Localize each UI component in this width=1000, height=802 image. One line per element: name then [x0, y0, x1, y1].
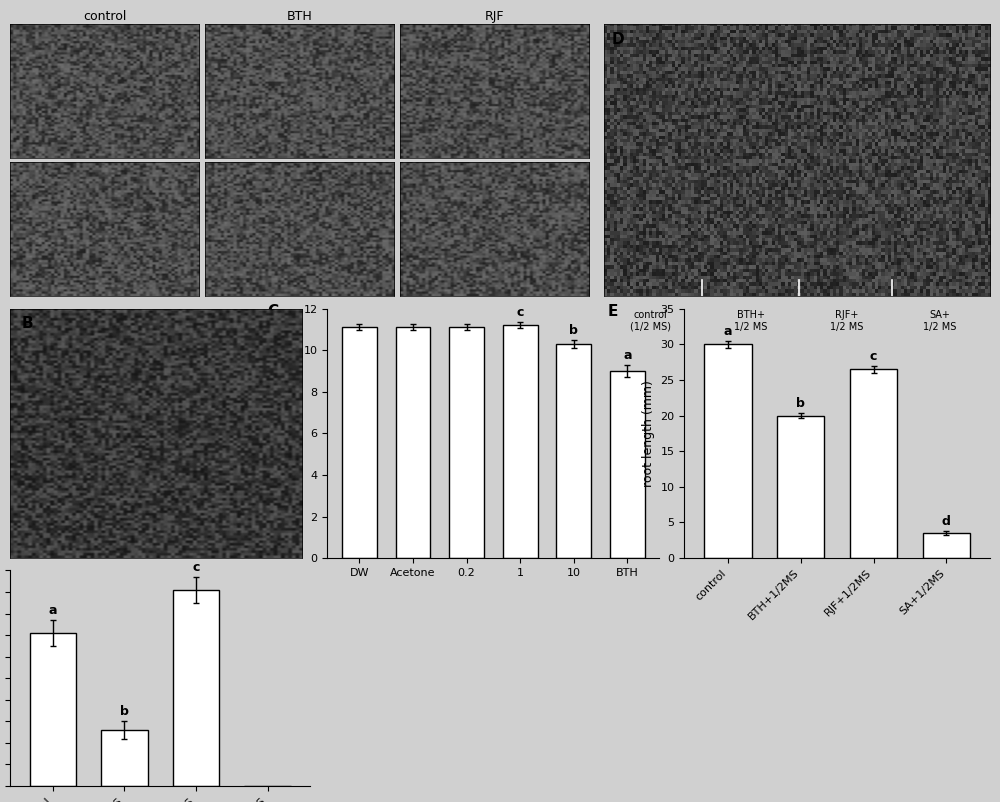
- Text: SA+
1/2 MS: SA+ 1/2 MS: [923, 310, 956, 331]
- Y-axis label: root length (mm): root length (mm): [642, 380, 655, 487]
- Text: a: a: [623, 349, 632, 362]
- Text: c: c: [192, 561, 200, 573]
- Bar: [704, 344, 752, 558]
- Text: b: b: [796, 397, 805, 410]
- Bar: [449, 327, 484, 558]
- Text: control
(1/2 MS): control (1/2 MS): [630, 310, 671, 331]
- Bar: [342, 327, 377, 558]
- Bar: [777, 415, 824, 558]
- Text: BTH+
1/2 MS: BTH+ 1/2 MS: [734, 310, 767, 331]
- Bar: [30, 633, 76, 786]
- Bar: [850, 369, 897, 558]
- Bar: [101, 730, 148, 786]
- Text: a: a: [724, 325, 732, 338]
- Text: c: c: [870, 350, 877, 363]
- Bar: [173, 589, 219, 786]
- Text: c: c: [516, 306, 524, 319]
- Bar: [610, 371, 645, 558]
- Title: RJF: RJF: [485, 10, 504, 23]
- Text: b: b: [120, 705, 129, 718]
- Text: RJF+
1/2 MS: RJF+ 1/2 MS: [830, 310, 864, 331]
- Bar: [396, 327, 430, 558]
- Text: B: B: [22, 316, 33, 331]
- Text: C: C: [267, 304, 279, 318]
- Text: E: E: [608, 304, 618, 318]
- Text: a: a: [49, 604, 57, 617]
- Text: b: b: [569, 324, 578, 337]
- Text: d: d: [942, 515, 951, 529]
- Text: D: D: [612, 32, 624, 47]
- Title: BTH: BTH: [287, 10, 313, 23]
- Bar: [923, 533, 970, 558]
- Bar: [503, 326, 538, 558]
- Y-axis label: seeding height: seeding height: [285, 387, 298, 480]
- Bar: [556, 344, 591, 558]
- Title: control: control: [83, 10, 126, 23]
